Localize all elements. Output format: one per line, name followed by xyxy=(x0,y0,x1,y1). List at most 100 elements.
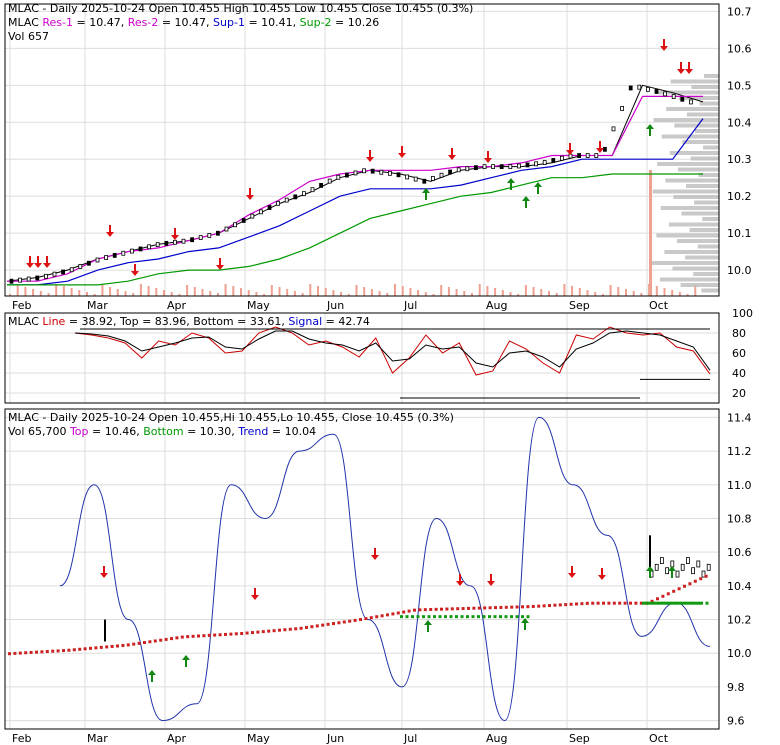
volume-bar-40 xyxy=(317,286,319,296)
trend-top-dot-74 xyxy=(407,609,411,613)
price-candle-40 xyxy=(353,170,358,176)
trend-top-dot-25 xyxy=(143,641,146,645)
trend-bottom-dot-oct-6 xyxy=(678,601,681,605)
trend-bottom-dot-47 xyxy=(658,601,662,605)
volume-bar-80 xyxy=(625,289,627,296)
trend-x-tick-4: Jun xyxy=(326,732,344,745)
trend-x-tick-8: Oct xyxy=(649,732,669,745)
volume-profile-bar-34 xyxy=(651,261,719,265)
trend-top-dot-57 xyxy=(315,624,319,628)
trend-top-dot-85 xyxy=(467,606,470,610)
trend-arrows xyxy=(100,548,676,682)
trend-top-dot-52 xyxy=(288,627,292,631)
trend-candle-11 xyxy=(706,563,711,571)
trend-top-dot-20 xyxy=(116,644,119,648)
volume-bar-75 xyxy=(586,290,589,296)
trend-buy-arrow-5 xyxy=(668,566,676,578)
volume-bar-87 xyxy=(678,292,681,296)
trend-top-dot-112 xyxy=(612,601,616,605)
trend-y-tick-2: 10.0 xyxy=(727,647,752,660)
trend-top-dot-17 xyxy=(99,645,103,649)
volume-bar-31 xyxy=(247,290,250,296)
volume-bar-21 xyxy=(170,292,173,296)
price-candle-65 xyxy=(568,153,573,159)
trend-top-dot-5 xyxy=(35,650,38,654)
price-line-sup-2 xyxy=(7,173,703,286)
trend-y-tick-4: 10.4 xyxy=(727,580,752,593)
price-candle-28 xyxy=(250,213,255,219)
trend-x-tick-5: Jul xyxy=(403,732,417,745)
trend-y-tick-9: 11.4 xyxy=(727,411,752,424)
volume-profile xyxy=(651,74,719,293)
price-candle-25 xyxy=(224,226,229,232)
volume-bar-39 xyxy=(309,284,312,296)
price-candle-59 xyxy=(517,163,521,169)
trend-dots xyxy=(8,574,709,656)
trend-bottom-dot-48 xyxy=(664,601,667,605)
trend-bottom-dot-10 xyxy=(455,615,458,619)
trend-top-dot-101 xyxy=(553,603,557,607)
price-candle-11 xyxy=(104,255,108,260)
price-y-tick-7: 10.7 xyxy=(727,5,752,18)
trend-bottom-dot-oct-4 xyxy=(667,601,670,605)
stoch-signal-value: = 42.74 xyxy=(322,315,370,328)
volume-bar-89 xyxy=(694,285,697,296)
price-candle-49 xyxy=(430,176,435,181)
trend-bottom-dot-9 xyxy=(449,615,453,619)
trend-sell-arrow-0 xyxy=(100,566,108,578)
price-candle-47 xyxy=(413,176,418,182)
trend-levels: Vol 65,700 Top = 10.46, Bottom = 10.30, … xyxy=(8,425,316,438)
price-candle-24 xyxy=(215,230,220,236)
trend-top-dot-36 xyxy=(202,634,206,638)
trend-top-dot-114 xyxy=(623,601,627,605)
trend-top-dot-90 xyxy=(494,606,497,610)
price-y-tick-3: 10.3 xyxy=(727,153,752,166)
price-candle-54 xyxy=(473,165,478,171)
volume-profile-bar-10 xyxy=(695,129,719,133)
trend-bottom-dot-12 xyxy=(466,615,469,619)
trend-top-dot-128 xyxy=(699,577,703,581)
volume-bar-35 xyxy=(278,287,281,296)
trend-top-dot-54 xyxy=(299,626,303,630)
trend-top-value: = 10.46, xyxy=(89,425,144,438)
price-candle-18 xyxy=(164,240,169,246)
volume-bar-47 xyxy=(370,289,373,296)
trend-sell-arrow-4 xyxy=(487,574,495,586)
volume-profile-bar-12 xyxy=(682,140,719,144)
price-candle-35 xyxy=(310,187,315,193)
trend-bottom-dot-oct-7 xyxy=(683,601,687,605)
price-candle-42 xyxy=(370,168,375,174)
volume-profile-bar-18 xyxy=(698,173,719,177)
volume-bar-74 xyxy=(578,288,581,296)
volume-bar-37 xyxy=(293,291,296,296)
price-candle-71 xyxy=(620,106,624,111)
trend-bottom-dot-46 xyxy=(653,601,656,605)
trend-top-dot-10 xyxy=(62,649,65,653)
trend-top-dot-88 xyxy=(483,606,487,610)
trend-bottom-label: Bottom xyxy=(143,425,183,438)
price-sell-arrow-0 xyxy=(26,256,34,268)
volume-bar-29 xyxy=(232,286,235,296)
trend-top-dot-9 xyxy=(56,649,60,653)
volume-profile-bar-37 xyxy=(659,277,719,282)
volume-bar-46 xyxy=(363,287,366,296)
trend-candle-1 xyxy=(654,563,659,571)
price-candle-0 xyxy=(9,278,14,284)
trend-top-dot-45 xyxy=(251,631,254,635)
trend-top-dot-69 xyxy=(380,614,384,618)
volume-profile-bar-3 xyxy=(658,90,719,95)
sup1-label: Sup-1 xyxy=(213,16,245,29)
volume-profile-bar-30 xyxy=(677,239,719,243)
volume-bar-63 xyxy=(494,288,497,296)
trend-top-dot-106 xyxy=(580,602,584,606)
trend-bottom-dot-14 xyxy=(477,615,480,619)
trend-top-dot-95 xyxy=(521,605,524,609)
price-candle-43 xyxy=(379,169,384,175)
volume-profile-bar-20 xyxy=(686,184,719,188)
volume-profile-bar-28 xyxy=(689,228,719,232)
price-sell-arrow-15 xyxy=(677,62,685,74)
trend-top-dot-51 xyxy=(283,628,287,632)
volume-bar-82 xyxy=(640,293,643,296)
res1-label: Res-1 xyxy=(42,16,73,29)
trend-top-dot-35 xyxy=(197,634,200,638)
